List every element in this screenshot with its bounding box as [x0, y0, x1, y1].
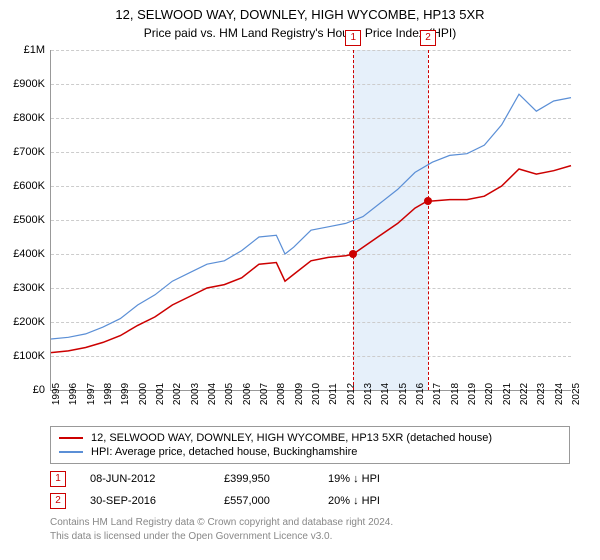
x-axis-label: 2025 [571, 383, 582, 405]
sale-index-box: 2 [50, 493, 66, 509]
legend-item-property: 12, SELWOOD WAY, DOWNLEY, HIGH WYCOMBE, … [59, 431, 561, 445]
sale-marker-box: 1 [345, 30, 361, 46]
y-axis-label: £200K [13, 316, 45, 328]
legend-label: 12, SELWOOD WAY, DOWNLEY, HIGH WYCOMBE, … [91, 432, 492, 444]
legend-swatch [59, 451, 83, 453]
y-axis-label: £100K [13, 350, 45, 362]
y-axis-label: £1M [24, 44, 45, 56]
sale-index-box: 1 [50, 471, 66, 487]
series-line-property [51, 166, 571, 353]
sale-marker-box: 2 [420, 30, 436, 46]
footer-attribution: Contains HM Land Registry data © Crown c… [50, 516, 570, 544]
sale-date: 30-SEP-2016 [90, 495, 200, 507]
sale-price: £557,000 [224, 495, 304, 507]
footer-line: This data is licensed under the Open Gov… [50, 530, 570, 544]
sale-marker-line [353, 50, 354, 390]
table-row: 2 30-SEP-2016 £557,000 20% ↓ HPI [50, 490, 570, 512]
chart-title: 12, SELWOOD WAY, DOWNLEY, HIGH WYCOMBE, … [0, 0, 600, 24]
chart-legend: 12, SELWOOD WAY, DOWNLEY, HIGH WYCOMBE, … [50, 426, 570, 464]
y-axis-label: £600K [13, 180, 45, 192]
sale-price: £399,950 [224, 473, 304, 485]
y-axis-label: £300K [13, 282, 45, 294]
table-row: 1 08-JUN-2012 £399,950 19% ↓ HPI [50, 468, 570, 490]
series-svg [51, 50, 571, 390]
sales-table: 1 08-JUN-2012 £399,950 19% ↓ HPI 2 30-SE… [50, 468, 570, 512]
sale-hpi-diff: 20% ↓ HPI [328, 495, 428, 507]
chart-plot-area: £0£100K£200K£300K£400K£500K£600K£700K£80… [50, 50, 571, 391]
legend-label: HPI: Average price, detached house, Buck… [91, 446, 357, 458]
y-axis-label: £0 [33, 384, 45, 396]
chart-subtitle: Price paid vs. HM Land Registry's House … [0, 24, 600, 40]
y-axis-label: £800K [13, 112, 45, 124]
footer-line: Contains HM Land Registry data © Crown c… [50, 516, 570, 530]
sale-point [349, 250, 357, 258]
series-line-hpi [51, 94, 571, 339]
y-axis-label: £400K [13, 248, 45, 260]
y-axis-label: £500K [13, 214, 45, 226]
sale-point [424, 197, 432, 205]
sale-hpi-diff: 19% ↓ HPI [328, 473, 428, 485]
legend-item-hpi: HPI: Average price, detached house, Buck… [59, 445, 561, 459]
y-axis-label: £700K [13, 146, 45, 158]
sale-marker-line [428, 50, 429, 390]
sale-date: 08-JUN-2012 [90, 473, 200, 485]
y-axis-label: £900K [13, 78, 45, 90]
legend-swatch [59, 437, 83, 439]
